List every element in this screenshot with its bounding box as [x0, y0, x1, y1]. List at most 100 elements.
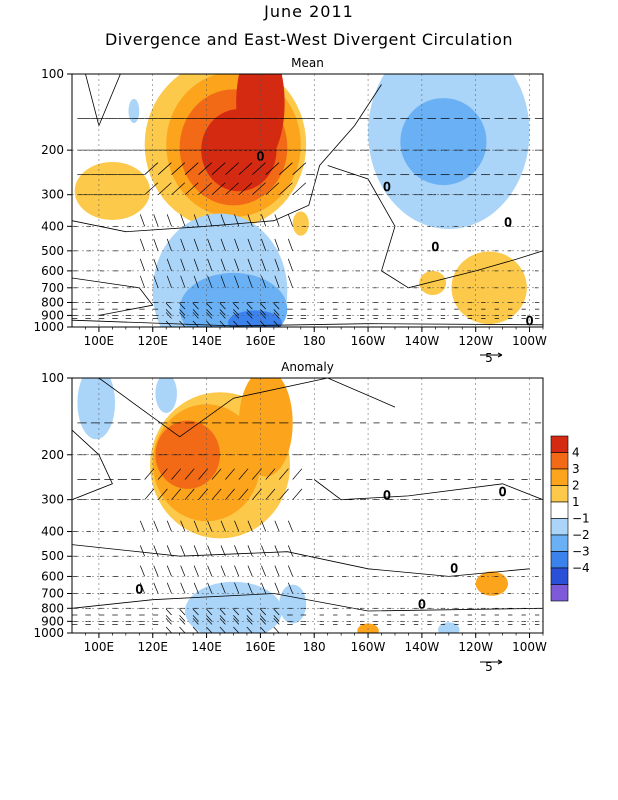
wind-vector [220, 275, 226, 288]
y-tick-label: 200 [41, 143, 64, 157]
wind-vector [180, 258, 186, 271]
contour-label: 0 [504, 215, 512, 229]
y-tick-label: 800 [41, 295, 64, 309]
wind-vector [139, 214, 145, 227]
wind-vector [234, 582, 240, 594]
colorbar-label: −3 [572, 545, 590, 559]
wind-vector [180, 545, 186, 557]
wind-vector [206, 309, 213, 316]
wind-vector [219, 302, 226, 310]
wind-vector [171, 162, 186, 175]
wind-vector [192, 608, 199, 616]
vector-layer [72, 378, 542, 633]
wind-vector [180, 238, 186, 251]
colorbar-label: 1 [572, 495, 580, 509]
zero-contour [85, 74, 121, 127]
x-tick-label: 160W [351, 640, 386, 654]
wind-vector [225, 468, 235, 480]
wind-vector [246, 618, 253, 625]
x-tick-label: 180 [303, 640, 326, 654]
wind-vector [273, 618, 280, 625]
wind-vector [171, 468, 182, 480]
wind-vector [274, 545, 280, 557]
wind-vector [184, 488, 195, 500]
wind-vector [260, 615, 267, 622]
wind-vector [278, 468, 289, 480]
wind-vector [207, 275, 213, 288]
wind-vector [180, 565, 186, 577]
wind-vector [273, 309, 280, 316]
wind-vector [157, 468, 168, 480]
wind-vector [166, 238, 172, 251]
wind-vector [157, 162, 172, 175]
wind-vector [287, 520, 294, 532]
wind-vector [246, 615, 253, 622]
zero-contour [72, 429, 113, 501]
wind-vector [246, 312, 253, 319]
wind-vector [265, 468, 276, 480]
chart-title: June 2011 [264, 2, 354, 21]
wind-vector [273, 626, 280, 633]
wind-vector [287, 582, 294, 594]
wind-vector [279, 162, 293, 175]
wind-vector [165, 320, 172, 327]
wind-vector [292, 488, 303, 500]
wind-vector [220, 582, 226, 594]
colorbar-swatch [550, 501, 569, 519]
colorbar-label: −2 [572, 528, 590, 542]
wind-vector [252, 488, 262, 500]
y-tick-label: 1000 [33, 320, 64, 334]
wind-vector [261, 545, 267, 557]
wind-vector [225, 488, 235, 500]
wind-vector [233, 320, 240, 327]
y-tick-label: 1000 [33, 626, 64, 640]
wind-vector [179, 320, 186, 327]
divergence-shade [475, 571, 509, 596]
wind-vector [153, 258, 159, 271]
wind-vector [153, 238, 159, 251]
wind-vector [192, 618, 199, 625]
x-tick-label: 120W [458, 334, 493, 348]
shading-layer [74, 74, 530, 327]
wind-vector [265, 162, 280, 175]
wind-vector [247, 258, 253, 271]
wind-vector [206, 320, 213, 327]
wind-vector [206, 608, 213, 616]
wind-vector [180, 214, 186, 227]
wind-vector [234, 545, 240, 557]
plot-frame [71, 73, 544, 328]
divergence-shade [185, 581, 282, 633]
wind-vector [260, 626, 267, 633]
wind-vector [165, 302, 172, 310]
wind-vector [207, 545, 213, 557]
y-tick-label: 300 [41, 188, 64, 202]
wind-vector [247, 565, 253, 577]
x-tick-label: 100W [512, 334, 547, 348]
wind-vector [220, 214, 226, 227]
wind-vector [206, 618, 213, 625]
colorbar-label: 3 [572, 462, 580, 476]
wind-vector [247, 275, 253, 288]
wind-vector [233, 618, 240, 625]
wind-vector [153, 545, 159, 557]
divergence-shade [438, 622, 460, 633]
wind-vector [246, 626, 253, 633]
wind-vector [233, 312, 240, 319]
wind-vector [292, 468, 303, 480]
wind-vector [179, 302, 186, 310]
wind-vector [180, 275, 186, 288]
wind-vector [192, 626, 199, 633]
colorbar-label: −4 [572, 561, 590, 575]
wind-vector [287, 545, 294, 557]
wind-vector [211, 468, 222, 480]
wind-vector [166, 520, 172, 532]
zero-contour [72, 277, 154, 316]
wind-vector [279, 182, 293, 195]
wind-vector [234, 275, 240, 288]
colorbar-label: 2 [572, 479, 580, 493]
wind-vector [252, 468, 262, 480]
wind-vector [165, 626, 172, 633]
wind-vector [139, 565, 145, 577]
wind-vector [274, 520, 280, 532]
y-tick-label: 100 [41, 67, 64, 81]
